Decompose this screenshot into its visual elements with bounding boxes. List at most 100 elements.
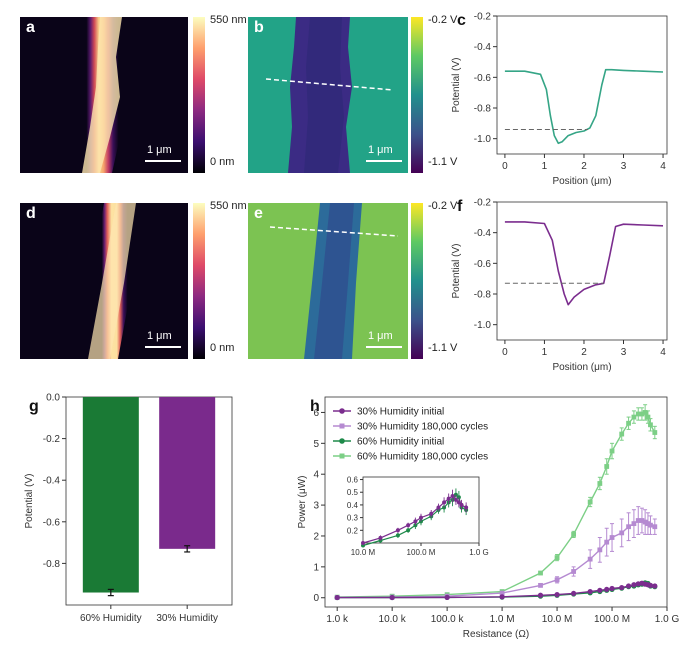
chart-c-ytick-label: -1.0 [474,134,492,145]
chart-h-point [642,410,648,415]
panel-e-label: e [254,205,263,222]
chart-h-inset-point [450,494,455,499]
chart-h-point [609,448,615,454]
chart-h-point [635,411,641,417]
panel-f-line-chart: -1.0 -0.8 -0.6 -0.4 -0.2 0 1 2 3 4 Position (μm) Po… [451,198,668,373]
chart-h-inset-point [453,497,458,502]
chart-g-ytick-label: -0.4 [43,476,61,487]
chart-h-point [639,411,645,417]
chart-h-point [597,481,603,486]
chart-h-ytick-label: 5 [313,439,319,450]
chart-h-xtick-label: 1.0 G [655,614,680,625]
scale-bar-b-label: 1 μm [368,144,393,156]
chart-c-ytick-label: -0.4 [474,42,492,53]
chart-h-legend-marker [339,423,345,429]
colorbar-e [411,203,423,359]
chart-h-point [639,518,645,523]
panel-f-label: f [457,198,463,215]
chart-h-point [597,547,603,553]
chart-f-ytick-label: -1.0 [474,320,492,331]
chart-h-inset-point [406,523,411,528]
chart-h-inset-ytick-label: 0.4 [347,501,359,510]
chart-h-point [619,584,625,591]
chart-h-ytick-label: 3 [313,501,319,512]
panel-g-label: g [29,398,39,415]
chart-h-inset-point [464,505,469,510]
chart-h-point [645,414,651,420]
chart-h-ytick-label: 0 [313,593,319,604]
chart-h-legend-label: 30% Humidity initial [357,407,444,418]
scale-bar-e [366,346,402,348]
chart-h-inset-xtick-label: 100.0 M [407,548,436,557]
colorbar-d-bottom-label: 0 nm [210,342,235,354]
chart-h-point [625,583,632,589]
chart-h-point [609,585,615,592]
chart-f-ytick-label: -0.6 [474,259,492,270]
colorbar-d [193,203,205,359]
panel-b-potential-map: b 1 μm [248,17,408,173]
chart-h-ytick-label: 2 [313,531,319,542]
chart-h-point [334,594,340,601]
chart-c-xlabel: Position (μm) [552,176,611,187]
chart-h-point [587,588,593,595]
chart-h-point [499,594,505,600]
chart-c-axes-frame [496,15,668,155]
chart-h-xtick-label: 1.0 k [326,614,349,625]
chart-h-inset-point [436,505,441,510]
chart-h-point [571,532,577,537]
chart-h-inset-point [442,500,447,505]
chart-f-xtick-label: 2 [581,347,587,358]
chart-h-inset-point [413,519,418,524]
chart-h-point [645,521,651,527]
chart-h-ylabel: Power (μW) [297,476,308,529]
panel-c-label: c [457,12,466,29]
chart-h-inset-xtick-label: 1.0 G [469,548,489,557]
chart-h-point [597,587,603,593]
chart-f-axes-frame [496,201,668,341]
chart-f-profile-line [504,221,664,306]
chart-h-xtick-label: 1.0 M [490,614,515,625]
chart-h-point [587,499,593,505]
chart-h-point [571,569,577,574]
chart-h-point [635,518,641,523]
chart-h-ytick-label: 4 [313,470,319,481]
scale-bar-a-label: 1 μm [147,144,172,156]
scale-bar-d-label: 1 μm [147,330,172,342]
colorbar-b-bottom-label: -1.1 V [428,156,458,168]
chart-h-point [554,555,560,560]
chart-g-category-label: 30% Humidity [156,613,218,624]
chart-h-inset-point [459,502,464,507]
chart-g-category-label: 60% Humidity [80,613,142,624]
panel-d-label: d [26,205,36,222]
chart-h-inset-point [453,492,458,497]
panel-a-label: a [26,19,35,36]
chart-f-xtick-label: 3 [621,347,627,358]
colorbar-a [193,17,205,173]
panel-g-bar-chart: 0.0 -0.2 -0.4 -0.6 -0.8 Potential (V) 60% Humi… [24,393,233,624]
chart-f-ytick-label: -0.8 [474,290,492,301]
chart-g-ytick-label: -0.6 [43,517,61,528]
chart-h-point [619,530,625,536]
chart-c-xtick-label: 4 [660,161,666,172]
potential-map-image [248,17,408,173]
chart-h-inset-ytick-label: 0.6 [347,476,359,485]
chart-c-ytick-label: -0.2 [474,12,492,23]
chart-h-point [444,594,450,601]
chart-h-legend-label: 30% Humidity 180,000 cycles [357,422,488,433]
chart-h-legend-marker [339,453,345,459]
chart-h-point [604,464,610,469]
colorbar-a-bottom-label: 0 nm [210,156,235,168]
chart-h-inset-point [395,528,400,533]
chart-h-point [652,524,658,530]
chart-f-xtick-label: 4 [660,347,666,358]
chart-h-point [631,521,637,527]
colorbar-a-top-label: 550 nm [210,14,247,26]
chart-h-xtick-label: 100.0 M [594,614,630,625]
chart-f-ytick-label: -0.4 [474,228,492,239]
chart-f-xtick-label: 1 [542,347,548,358]
panel-a-height-map: a 1 μm [20,17,188,173]
chart-h-point [571,590,577,597]
chart-h-inset-ytick-label: 0.5 [347,488,359,497]
chart-h-ytick-label: 6 [313,408,319,419]
chart-h-inset-ytick-label: 0.2 [347,526,359,535]
